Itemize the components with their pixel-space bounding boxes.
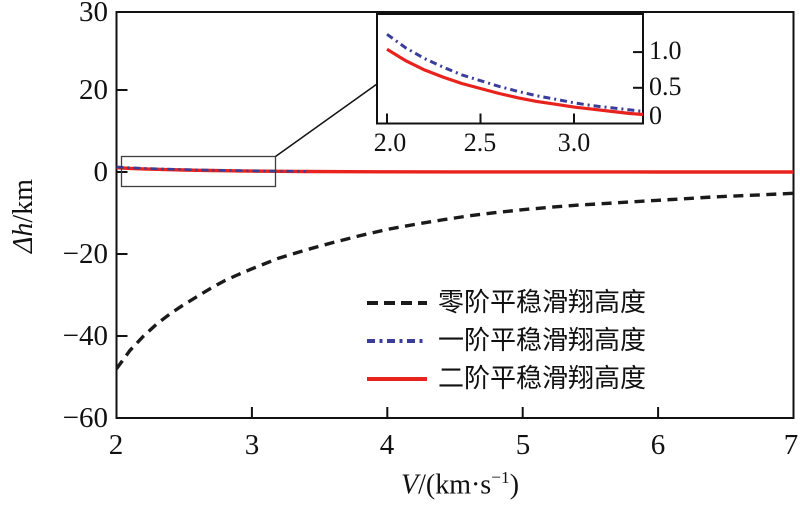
legend-label: 零阶平稳滑翔高度 [438,288,647,317]
inset-y-tick-label: 0 [649,101,662,130]
inset-x-tick-label: 3.0 [557,128,591,157]
y-tick-label: 30 [79,0,108,28]
y-tick-label: −20 [62,238,108,270]
x-tick-label: 3 [244,429,260,461]
y-tick-label: 0 [93,156,109,188]
dashed-line-icon [367,301,427,305]
legend-item-first-order: 一阶平稳滑翔高度 [366,322,646,360]
inset-x-tick-label: 2.0 [373,128,407,157]
x-tick-label: 4 [379,429,395,461]
legend-item-zero-order: 零阶平稳滑翔高度 [366,284,646,322]
x-tick-label: 7 [783,429,799,461]
legend-item-second-order: 二阶平稳滑翔高度 [366,360,646,398]
dashdot-line-icon [367,339,427,343]
y-tick-label: −60 [62,402,108,434]
inset-y-tick-label: 0.5 [649,72,682,101]
x-tick-label: 2 [108,429,124,461]
inset-x-tick-label: 2.5 [463,128,497,157]
y-tick-label: −40 [62,320,108,352]
y-tick-label: 20 [79,74,108,106]
x-tick-label: 5 [515,429,531,461]
x-tick-label: 6 [650,429,666,461]
legend: 零阶平稳滑翔高度 一阶平稳滑翔高度 二阶平稳滑翔高度 [366,284,646,398]
y-axis-title: Δh/km [8,179,39,253]
solid-line-icon [367,377,427,381]
x-axis-title: V/(km·s−1) [400,468,520,501]
inset-y-tick-label: 1.0 [649,36,682,65]
legend-label: 一阶平稳滑翔高度 [438,326,647,355]
legend-label: 二阶平稳滑翔高度 [438,364,647,393]
